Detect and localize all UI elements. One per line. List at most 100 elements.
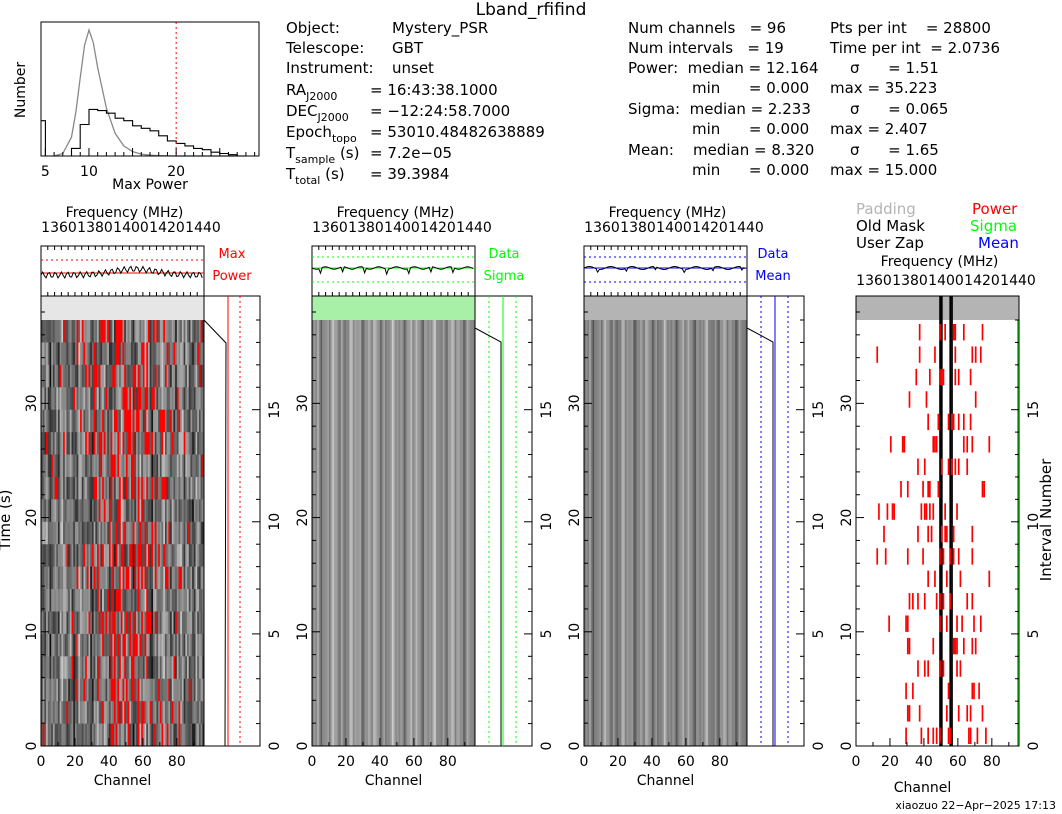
power-cell <box>80 521 83 545</box>
power-cell <box>57 723 61 747</box>
power-cell <box>181 409 185 433</box>
power-cell <box>88 499 91 523</box>
power-cell <box>180 432 183 455</box>
power-cell <box>85 320 88 343</box>
power-cell <box>114 432 117 455</box>
power-cell <box>178 544 181 568</box>
power-cell <box>154 432 157 455</box>
power-mask-cell <box>923 458 926 475</box>
power-cell <box>71 432 74 455</box>
power-cell <box>187 656 190 680</box>
power-cell <box>125 678 128 702</box>
power-cell <box>97 320 100 343</box>
channel-column <box>592 320 595 746</box>
power-cell <box>170 566 173 590</box>
power-cell <box>195 499 198 523</box>
power-cell <box>78 409 81 433</box>
channel-column <box>376 320 379 746</box>
channel-column <box>641 320 644 746</box>
power-cell <box>193 454 196 478</box>
power-cell <box>185 723 188 747</box>
power-cell <box>69 342 72 366</box>
power-cell <box>52 723 55 747</box>
power-cell <box>154 611 157 635</box>
power-cell <box>147 432 151 455</box>
power-cell <box>83 678 86 702</box>
power-cell <box>47 544 50 568</box>
power-cell <box>81 701 84 724</box>
power-cell <box>159 701 162 724</box>
power-cell <box>141 499 144 523</box>
power-cell <box>156 701 159 724</box>
power-cell <box>181 387 185 411</box>
frequency-tick-label: 1420 <box>692 220 728 236</box>
power-cell <box>107 454 110 478</box>
power-cell <box>44 409 47 433</box>
power-cell <box>83 499 86 523</box>
ttotal-label: Ttotal (s) <box>286 165 345 187</box>
power-cell <box>117 454 120 478</box>
power-mask-cell <box>956 503 958 520</box>
power-mask-cell <box>903 436 906 453</box>
power-cell <box>59 521 62 545</box>
channel-column <box>740 320 743 746</box>
power-cell <box>124 342 127 366</box>
power-cell <box>46 320 49 343</box>
power-cell <box>102 611 105 635</box>
power-cell <box>54 723 57 747</box>
power-cell <box>142 364 145 388</box>
power-cell <box>71 656 74 680</box>
power-cell <box>192 611 195 635</box>
power-cell <box>129 476 132 500</box>
power-mask-cell <box>962 413 965 431</box>
channel-column <box>657 320 660 746</box>
power-cell <box>151 320 154 343</box>
power-cell <box>64 432 67 455</box>
channel-column <box>401 320 405 746</box>
power-mask-cell <box>918 705 921 722</box>
power-cell <box>46 678 49 702</box>
power-cell <box>159 566 162 590</box>
power-cell <box>149 611 152 635</box>
power-cell <box>187 342 190 366</box>
power-cell <box>64 701 67 724</box>
power-cell <box>197 656 200 680</box>
power-cell <box>57 544 61 568</box>
power-cell <box>185 432 188 455</box>
power-cell <box>125 342 128 366</box>
channel-column <box>697 320 700 746</box>
power-cell <box>180 521 183 545</box>
power-cell <box>86 364 89 388</box>
power-cell <box>61 476 64 500</box>
power-mask-cell <box>952 525 955 543</box>
power-cell <box>168 611 171 635</box>
channel-column <box>441 320 444 746</box>
power-cell <box>114 320 117 343</box>
channel-column <box>617 320 621 746</box>
power-cell <box>117 656 120 680</box>
time-tick-label: 20 <box>839 509 855 527</box>
power-cell <box>108 633 112 657</box>
power-cell <box>181 723 185 747</box>
power-cell <box>71 611 74 635</box>
power-cell <box>54 320 57 343</box>
power-cell <box>103 409 106 433</box>
power-cell <box>175 342 178 366</box>
power-cell <box>119 476 122 500</box>
power-cell <box>44 454 47 478</box>
power-mask-cell <box>956 615 958 632</box>
power-cell <box>175 409 178 433</box>
channel-column <box>640 320 643 746</box>
power-cell <box>200 521 203 545</box>
power-cell <box>166 387 169 411</box>
power-cell <box>154 544 157 568</box>
power-cell <box>137 409 140 433</box>
frequency-tick-label: 1400 <box>656 220 692 236</box>
power-cell <box>132 499 135 523</box>
power-mask-cell <box>949 593 952 610</box>
power-cell <box>120 409 123 433</box>
power-cell <box>124 409 127 433</box>
power-cell <box>137 521 140 545</box>
channel-column <box>743 320 746 746</box>
power-cell <box>57 387 61 411</box>
